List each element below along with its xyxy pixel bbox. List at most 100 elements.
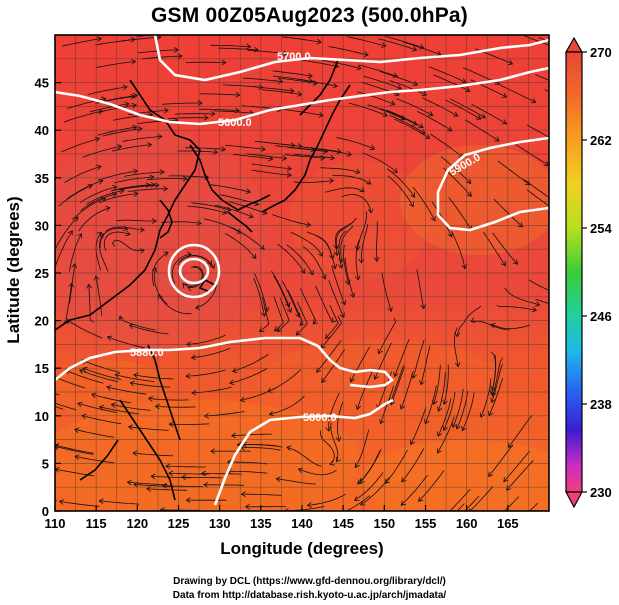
- streamline: [299, 288, 317, 325]
- streamline-arrow: [246, 43, 252, 50]
- streamline: [363, 75, 402, 89]
- streamline: [378, 318, 397, 354]
- streamline: [344, 258, 355, 298]
- streamline: [412, 187, 436, 221]
- streamline-arrow: [286, 307, 292, 313]
- streamline: [99, 500, 140, 505]
- streamline: [445, 99, 481, 120]
- streamline: [210, 44, 251, 48]
- streamline: [91, 393, 131, 404]
- streamline: [315, 285, 333, 323]
- streamline-arrow: [149, 174, 155, 181]
- streamline: [437, 416, 455, 454]
- streamline-arrow: [150, 473, 156, 480]
- streamline-arrow: [132, 124, 138, 131]
- streamline-arrow: [260, 146, 266, 152]
- streamline-arrow: [26, 395, 31, 400]
- streamline-arrow: [275, 476, 281, 483]
- streamline: [130, 382, 171, 388]
- streamline: [128, 426, 169, 431]
- streamline: [470, 320, 510, 331]
- streamline: [74, 456, 115, 464]
- streamline-arrow: [283, 508, 289, 511]
- streamline-arrow: [530, 98, 537, 104]
- streamline-arrow: [561, 293, 566, 298]
- colorbar-tick-label: 254: [590, 221, 612, 236]
- y-tick-label: 0: [42, 504, 49, 519]
- streamline-arrow: [517, 222, 524, 228]
- streamline: [497, 160, 531, 186]
- streamline: [346, 36, 386, 47]
- streamline-arrow: [490, 397, 496, 404]
- streamline-arrow: [86, 283, 92, 289]
- x-tick-label: 150: [373, 516, 395, 531]
- streamline-arrow: [150, 181, 156, 188]
- streamline-arrow: [260, 311, 267, 317]
- streamline-arrow: [451, 422, 458, 428]
- streamline-arrow: [106, 335, 113, 341]
- streamline-arrow: [339, 312, 345, 319]
- streamline-arrow: [165, 463, 171, 470]
- streamline: [146, 178, 188, 181]
- streamline: [199, 108, 240, 112]
- streamline-arrow: [340, 300, 347, 306]
- streamline: [74, 429, 115, 438]
- streamline: [316, 340, 342, 373]
- streamline-arrow: [419, 380, 425, 386]
- streamline: [153, 267, 168, 305]
- streamline-arrow: [329, 254, 335, 260]
- streamline: [162, 485, 203, 488]
- streamline: [242, 444, 283, 448]
- streamline: [106, 386, 147, 395]
- streamline-arrow: [400, 500, 406, 506]
- x-tick-label: 115: [86, 516, 107, 531]
- streamline-arrow: [87, 183, 93, 190]
- y-tick-label: 10: [35, 409, 49, 424]
- streamline-arrow: [295, 330, 301, 336]
- streamline-arrow: [231, 367, 238, 374]
- streamline: [276, 478, 316, 485]
- streamline: [119, 184, 159, 191]
- streamline-arrow: [177, 53, 183, 60]
- streamline: [231, 433, 272, 437]
- contour-label: 5700.0: [277, 51, 311, 63]
- streamline-arrow: [356, 64, 362, 71]
- streamline: [55, 230, 73, 268]
- streamline: [58, 184, 93, 207]
- streamline-arrow: [122, 84, 128, 91]
- y-tick-label: 40: [35, 123, 49, 138]
- streamline-arrow: [555, 209, 560, 213]
- x-tick-label: 165: [497, 516, 519, 531]
- streamline-arrow: [185, 373, 191, 379]
- streamline-arrow: [273, 326, 280, 332]
- streamline: [214, 204, 254, 218]
- streamline: [61, 138, 100, 153]
- streamline: [357, 450, 381, 485]
- streamline-arrow: [480, 113, 487, 119]
- streamline-arrow: [379, 419, 385, 425]
- streamline: [360, 477, 390, 506]
- streamline: [55, 376, 86, 389]
- streamline: [55, 500, 57, 502]
- streamline: [301, 146, 341, 153]
- x-tick-label: 130: [209, 516, 231, 531]
- streamline: [418, 470, 445, 502]
- streamline: [452, 388, 464, 428]
- streamline: [247, 49, 288, 55]
- streamline: [376, 221, 378, 262]
- streamline: [433, 364, 441, 405]
- streamline: [535, 298, 549, 304]
- streamline-arrow: [354, 496, 360, 501]
- streamline-arrow: [163, 251, 169, 257]
- streamline: [360, 223, 369, 263]
- contour-label: 5800.0: [303, 412, 337, 424]
- streamline-arrow: [63, 319, 69, 325]
- streamline-arrow: [168, 470, 174, 477]
- streamline-arrow: [194, 304, 201, 311]
- streamline: [321, 59, 362, 69]
- streamline-arrow: [411, 46, 418, 52]
- streamline-arrow: [475, 114, 482, 120]
- streamline: [496, 305, 537, 311]
- streamline: [168, 175, 209, 178]
